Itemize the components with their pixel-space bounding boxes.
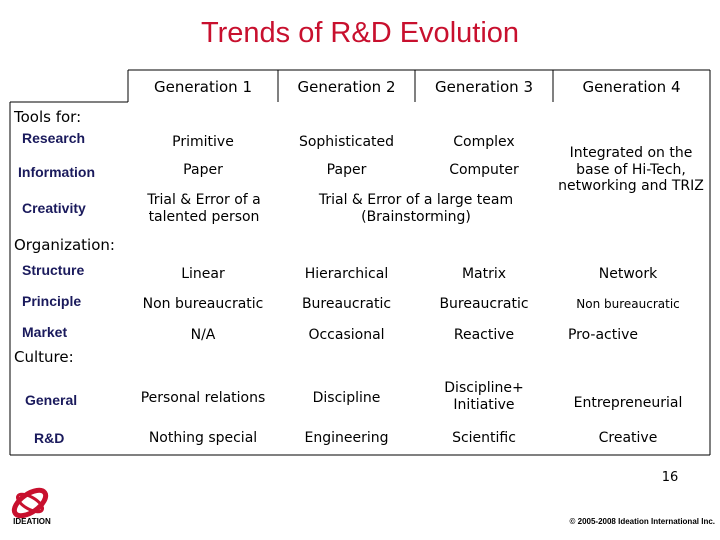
- cell: Non bureaucratic: [142, 295, 264, 312]
- row-label: Information: [18, 163, 95, 180]
- cell: Integrated on the base of Hi-Tech, netwo…: [558, 144, 704, 195]
- cell: Creative: [598, 429, 658, 446]
- cell: Pro-active: [567, 326, 639, 343]
- cell: N/A: [190, 326, 216, 343]
- page-number: 16: [661, 470, 679, 486]
- column-header: Generation 4: [582, 78, 681, 96]
- copyright: © 2005-2008 Ideation International Inc.: [569, 517, 716, 527]
- cell: Reactive: [453, 326, 515, 343]
- cell: Trial & Error of a large team (Brainstor…: [318, 192, 514, 225]
- cell: Linear: [181, 265, 225, 282]
- cell: Network: [598, 265, 658, 282]
- column-header: Generation 3: [435, 78, 533, 96]
- column-header: Generation 2: [297, 78, 396, 96]
- logo-text: IDEATION: [13, 517, 51, 527]
- title: Trends of R&D Evolution: [200, 16, 520, 49]
- cell: Bureaucratic: [439, 295, 529, 312]
- row-label: General: [25, 391, 78, 408]
- cell: Occasional: [308, 326, 385, 343]
- cell: Matrix: [461, 265, 507, 282]
- cell: Entrepreneurial: [573, 394, 683, 411]
- column-header: Generation 1: [154, 78, 252, 96]
- cell: Discipline: [312, 389, 381, 406]
- cell: Sophisticated: [298, 133, 395, 150]
- row-label: Creativity: [22, 199, 86, 216]
- cell: Nothing special: [148, 429, 258, 446]
- row-label: Market: [22, 323, 68, 340]
- cell: Personal relations: [140, 389, 266, 406]
- cell: Trial & Error of a talented person: [147, 192, 261, 225]
- section-title: Culture:: [14, 348, 74, 366]
- cell: Primitive: [172, 133, 234, 150]
- cell: Discipline+ Initiative: [444, 380, 524, 413]
- cell: Paper: [183, 161, 223, 178]
- cell: Bureaucratic: [301, 295, 392, 312]
- cell: Complex: [453, 133, 515, 150]
- cell: Computer: [449, 161, 519, 178]
- cell: Hierarchical: [304, 265, 389, 282]
- cell: Scientific: [452, 429, 516, 446]
- row-label: Research: [22, 129, 86, 146]
- section-title: Tools for:: [14, 108, 82, 126]
- cell: Engineering: [304, 429, 389, 446]
- section-title: Organization:: [14, 236, 115, 254]
- cell: Non bureaucratic: [576, 296, 680, 311]
- row-label: R&D: [34, 429, 65, 446]
- logo: [16, 492, 44, 514]
- cell: Paper: [326, 161, 367, 178]
- row-label: Principle: [22, 292, 82, 309]
- row-label: Structure: [22, 261, 85, 278]
